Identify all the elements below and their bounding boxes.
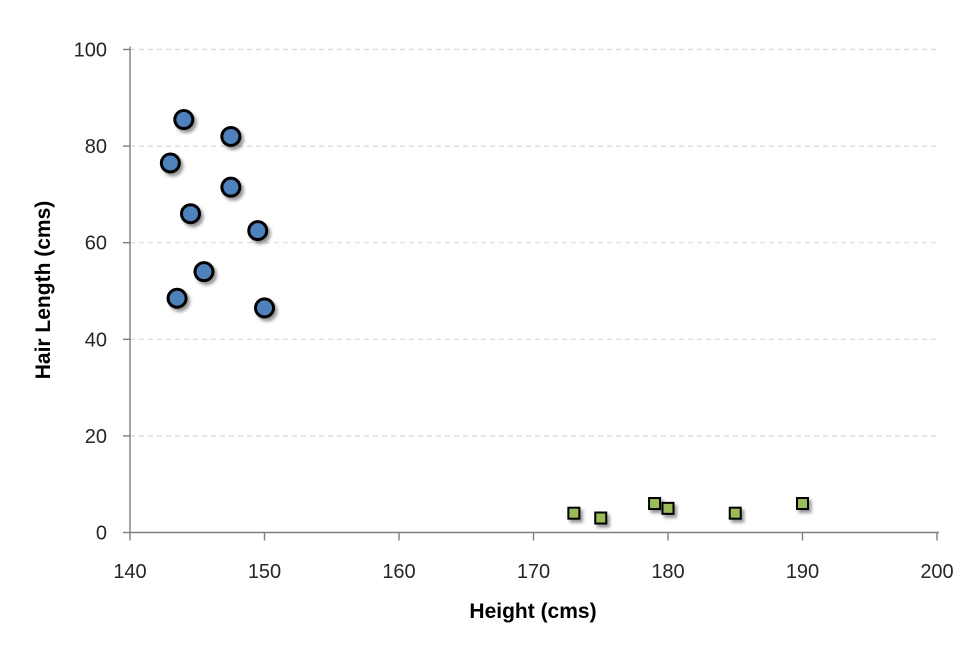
x-tick-label: 190	[786, 561, 819, 583]
scatter-point-circle	[220, 176, 242, 198]
scatter-point-circle	[166, 287, 188, 309]
scatter-point-circle	[247, 220, 269, 242]
x-tick-label: 150	[248, 561, 281, 583]
y-tick-label: 80	[85, 136, 107, 158]
scatter-point-square	[648, 497, 662, 511]
y-axis-title: Hair Length (cms)	[32, 200, 55, 380]
scatter-point-square	[567, 506, 581, 520]
x-tick-label: 170	[517, 561, 550, 583]
y-tick-label: 0	[96, 523, 107, 545]
y-tick-label: 40	[85, 329, 107, 351]
scatter-point-circle	[220, 125, 242, 147]
scatter-point-circle	[193, 261, 215, 283]
scatter-point-square	[796, 497, 809, 511]
scatter-point-circle	[159, 152, 181, 174]
scatter-point-square	[728, 506, 742, 520]
x-tick-label: 160	[382, 561, 415, 583]
scatter-point-circle	[180, 203, 202, 225]
scatter-point-square	[661, 501, 675, 515]
scatter-point-circle	[173, 109, 195, 131]
y-tick-label: 60	[85, 233, 107, 255]
scatter-point-square	[594, 511, 608, 525]
x-tick-label: 200	[920, 561, 953, 583]
y-tick-label: 20	[85, 426, 107, 448]
x-tick-label: 140	[113, 561, 146, 583]
y-tick-label: 100	[74, 40, 107, 62]
scatter-point-circle	[254, 297, 275, 319]
x-tick-label: 180	[651, 561, 684, 583]
x-axis-title: Height (cms)	[469, 600, 597, 623]
